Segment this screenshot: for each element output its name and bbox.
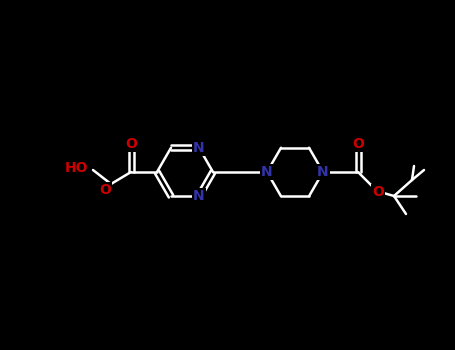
Text: N: N	[193, 141, 205, 155]
Text: O: O	[352, 137, 364, 151]
Text: O: O	[125, 137, 137, 151]
Text: HO: HO	[65, 161, 89, 175]
Text: N: N	[317, 165, 329, 179]
Text: O: O	[99, 183, 111, 197]
Text: N: N	[193, 189, 205, 203]
Text: N: N	[261, 165, 273, 179]
Text: O: O	[372, 185, 384, 199]
